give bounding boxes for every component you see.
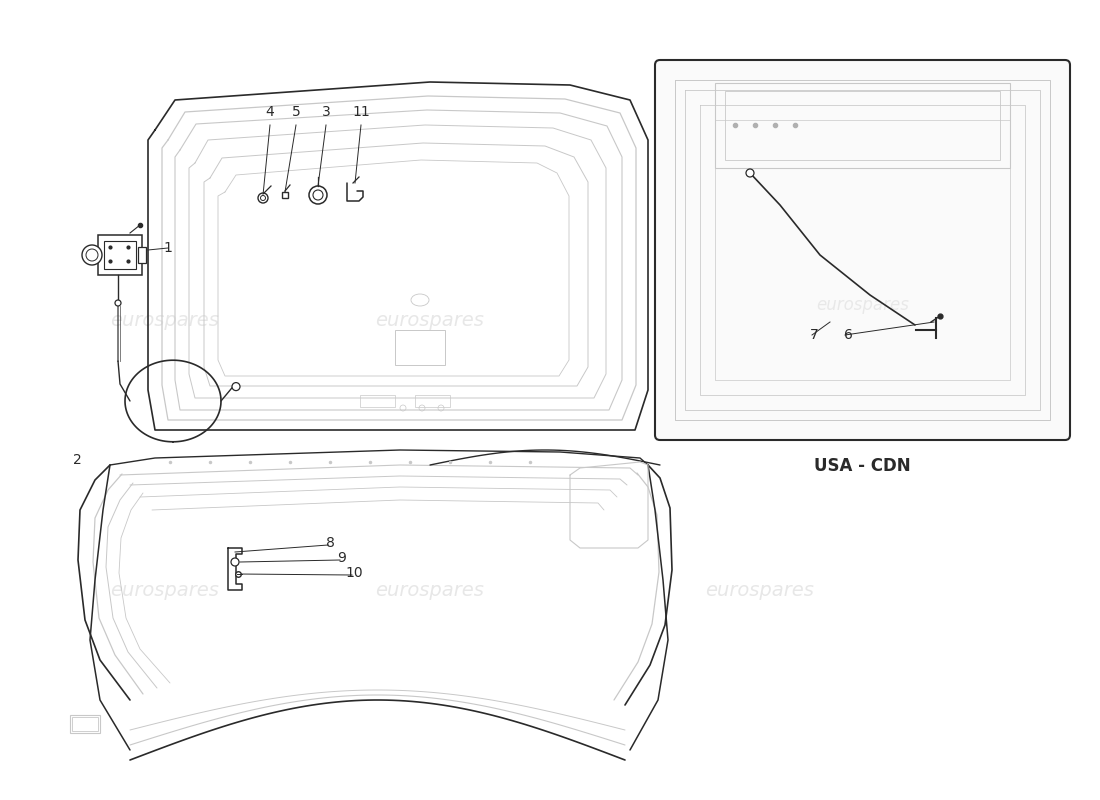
Text: eurospares: eurospares xyxy=(705,270,814,290)
Bar xyxy=(725,91,1000,160)
Text: 1: 1 xyxy=(164,241,173,255)
Text: 6: 6 xyxy=(844,328,852,342)
Bar xyxy=(72,717,98,731)
Text: 9: 9 xyxy=(338,551,346,565)
Bar xyxy=(98,235,142,275)
Bar xyxy=(70,715,100,733)
Bar xyxy=(138,247,146,263)
Text: eurospares: eurospares xyxy=(375,581,484,599)
Circle shape xyxy=(116,300,121,306)
Circle shape xyxy=(231,558,239,566)
Text: USA - CDN: USA - CDN xyxy=(814,457,911,475)
Bar xyxy=(104,241,136,269)
Bar xyxy=(360,395,395,407)
Text: 5: 5 xyxy=(292,105,300,119)
Text: eurospares: eurospares xyxy=(705,581,814,599)
Bar xyxy=(715,83,1010,168)
Circle shape xyxy=(82,245,102,265)
FancyBboxPatch shape xyxy=(654,60,1070,440)
Text: 8: 8 xyxy=(326,536,334,550)
Circle shape xyxy=(746,169,754,177)
Text: 10: 10 xyxy=(345,566,363,580)
Circle shape xyxy=(314,190,323,200)
Text: 2: 2 xyxy=(73,453,81,467)
Text: 7: 7 xyxy=(810,328,818,342)
Text: eurospares: eurospares xyxy=(111,310,219,330)
Text: eurospares: eurospares xyxy=(375,310,484,330)
Bar xyxy=(415,395,450,407)
Circle shape xyxy=(232,382,240,390)
Bar xyxy=(395,330,446,365)
Text: 11: 11 xyxy=(352,105,370,119)
Text: eurospares: eurospares xyxy=(111,581,219,599)
Circle shape xyxy=(258,193,268,203)
Text: 3: 3 xyxy=(321,105,330,119)
Text: eurospares: eurospares xyxy=(816,297,909,314)
Circle shape xyxy=(309,186,327,204)
Text: 4: 4 xyxy=(265,105,274,119)
